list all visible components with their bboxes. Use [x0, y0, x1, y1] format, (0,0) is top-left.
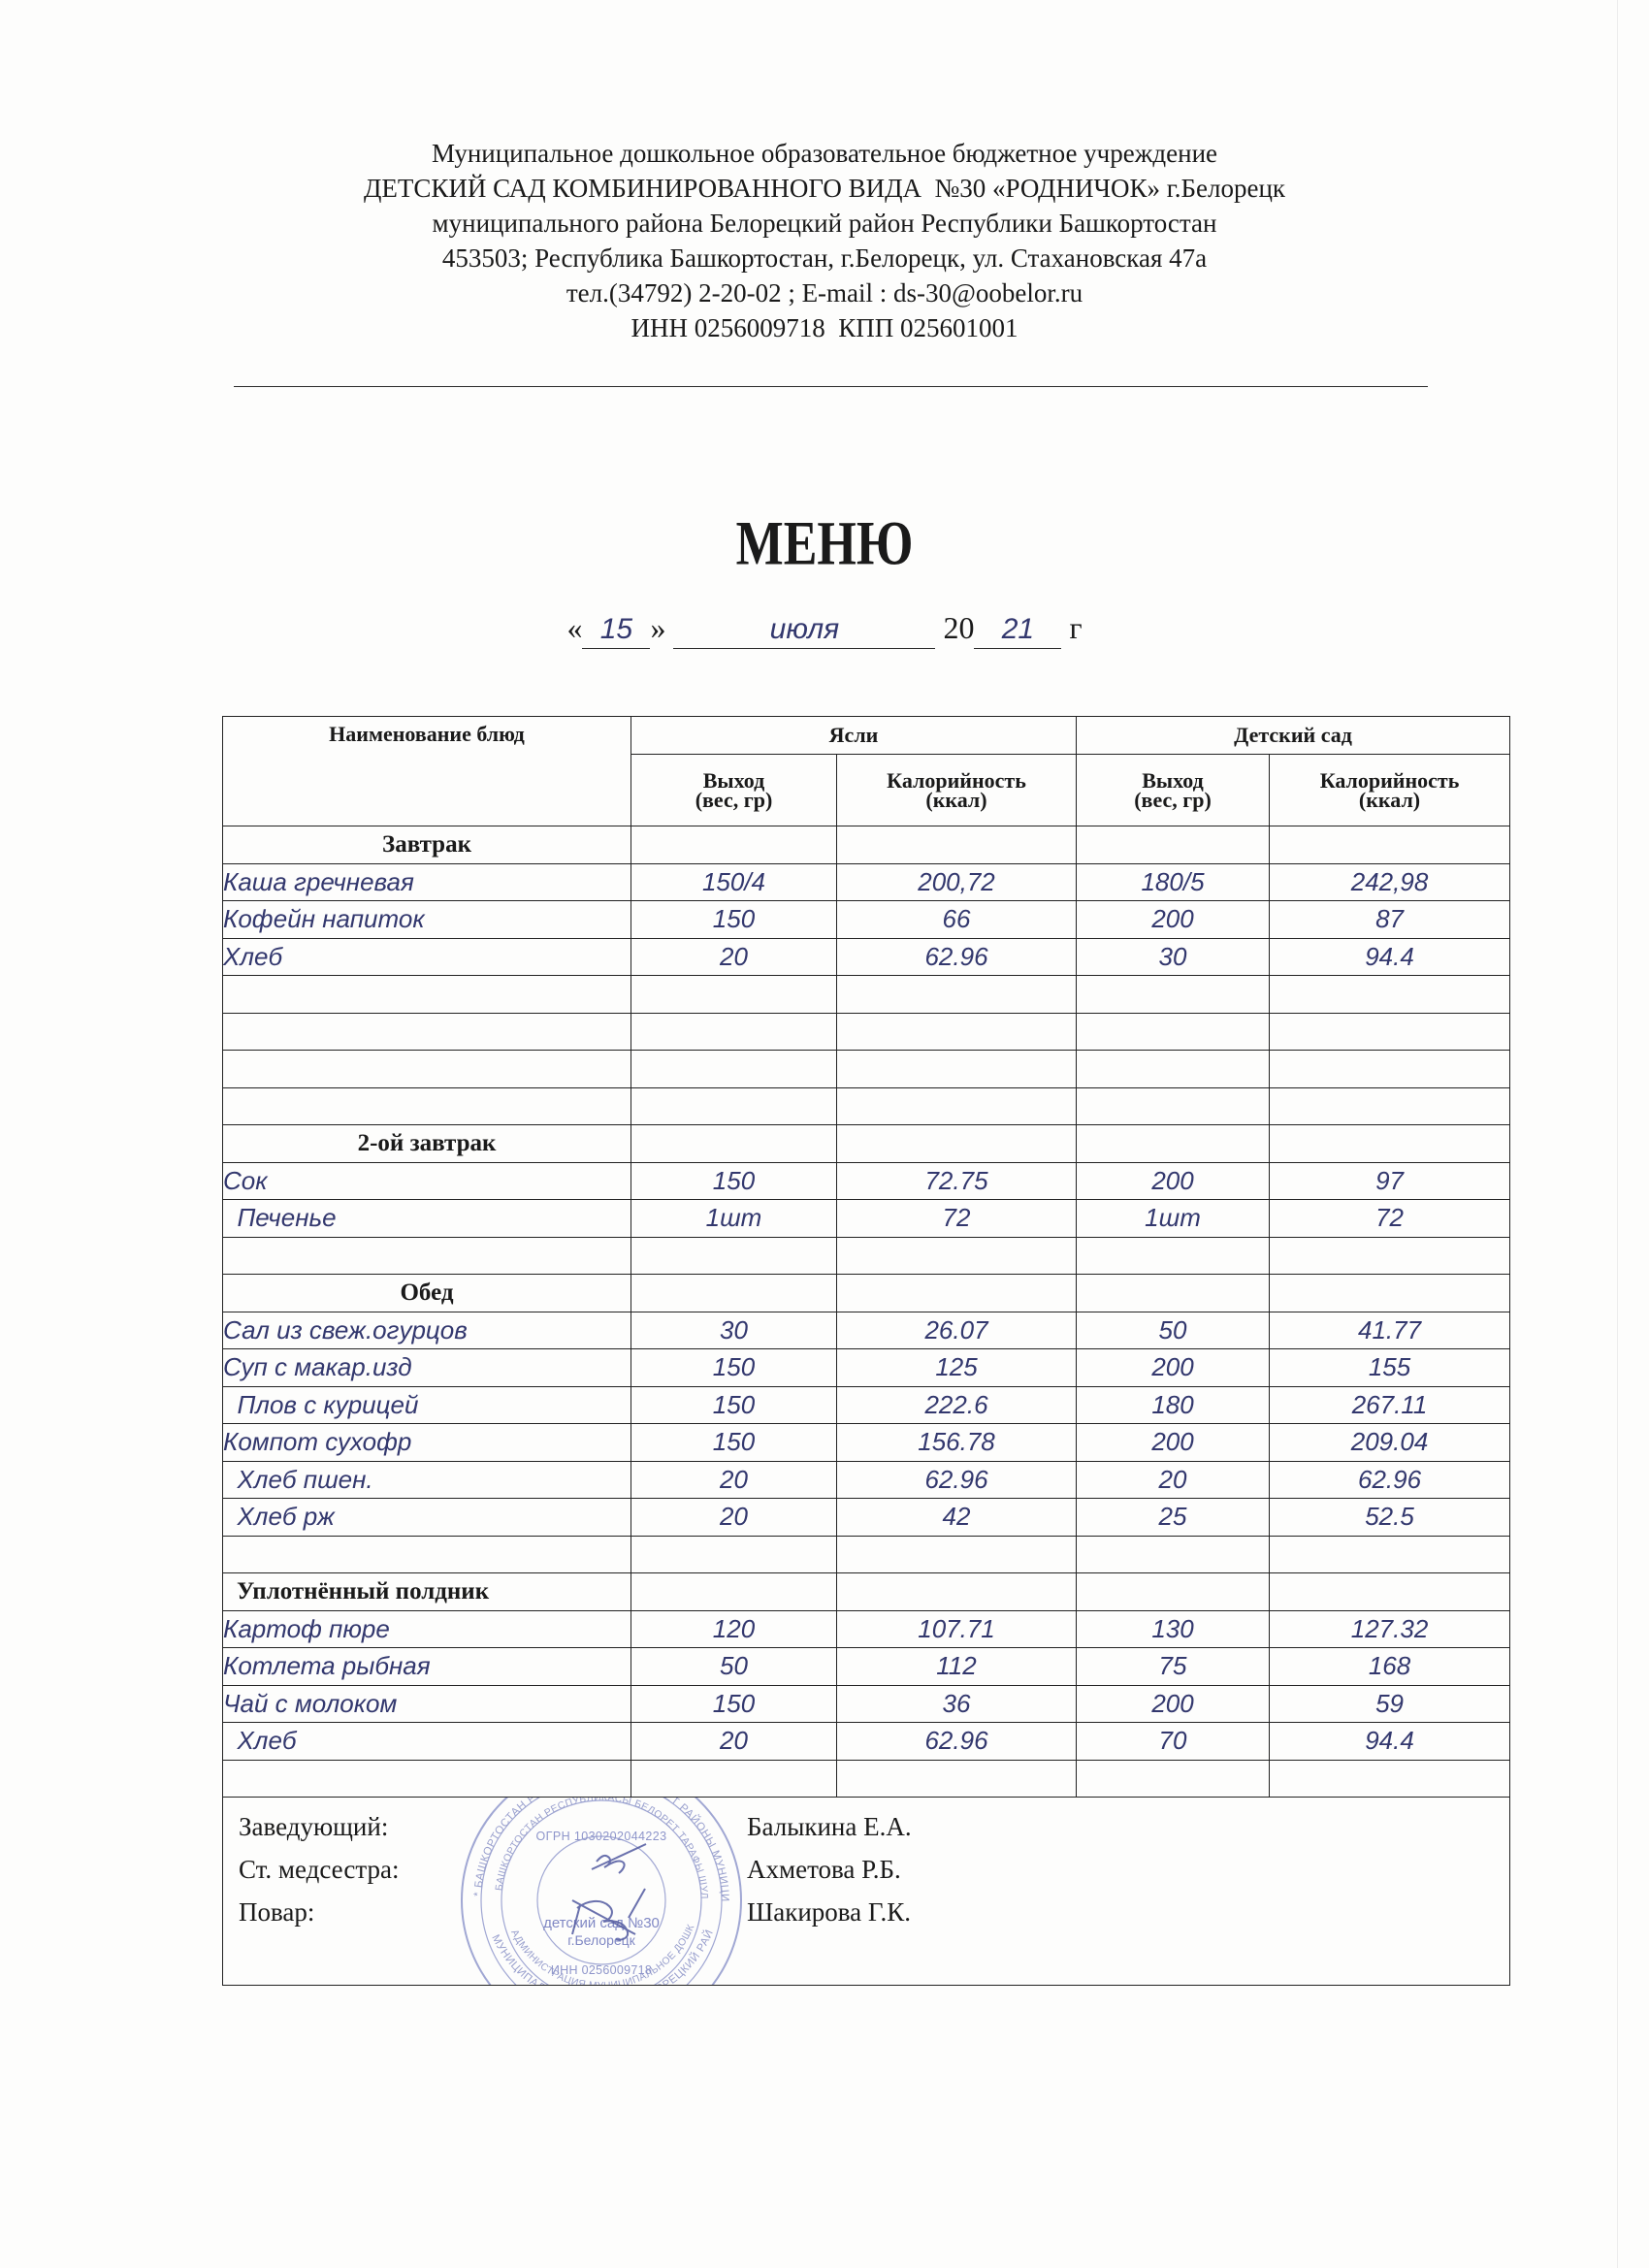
svg-text:детский сад №30: детский сад №30 [543, 1915, 660, 1931]
svg-text:ОГРН 1030202044223: ОГРН 1030202044223 [536, 1830, 667, 1843]
svg-text:г.Белорецк: г.Белорецк [567, 1932, 635, 1948]
svg-text:АДМИНИСТРАЦИЯ МУНИЦИПАЛЬНОЕ ДО: АДМИНИСТРАЦИЯ МУНИЦИПАЛЬНОЕ ДОШКОЛЬНОЕ О… [456, 1798, 696, 1986]
svg-text:ИНН 0256009718: ИНН 0256009718 [551, 1963, 652, 1977]
